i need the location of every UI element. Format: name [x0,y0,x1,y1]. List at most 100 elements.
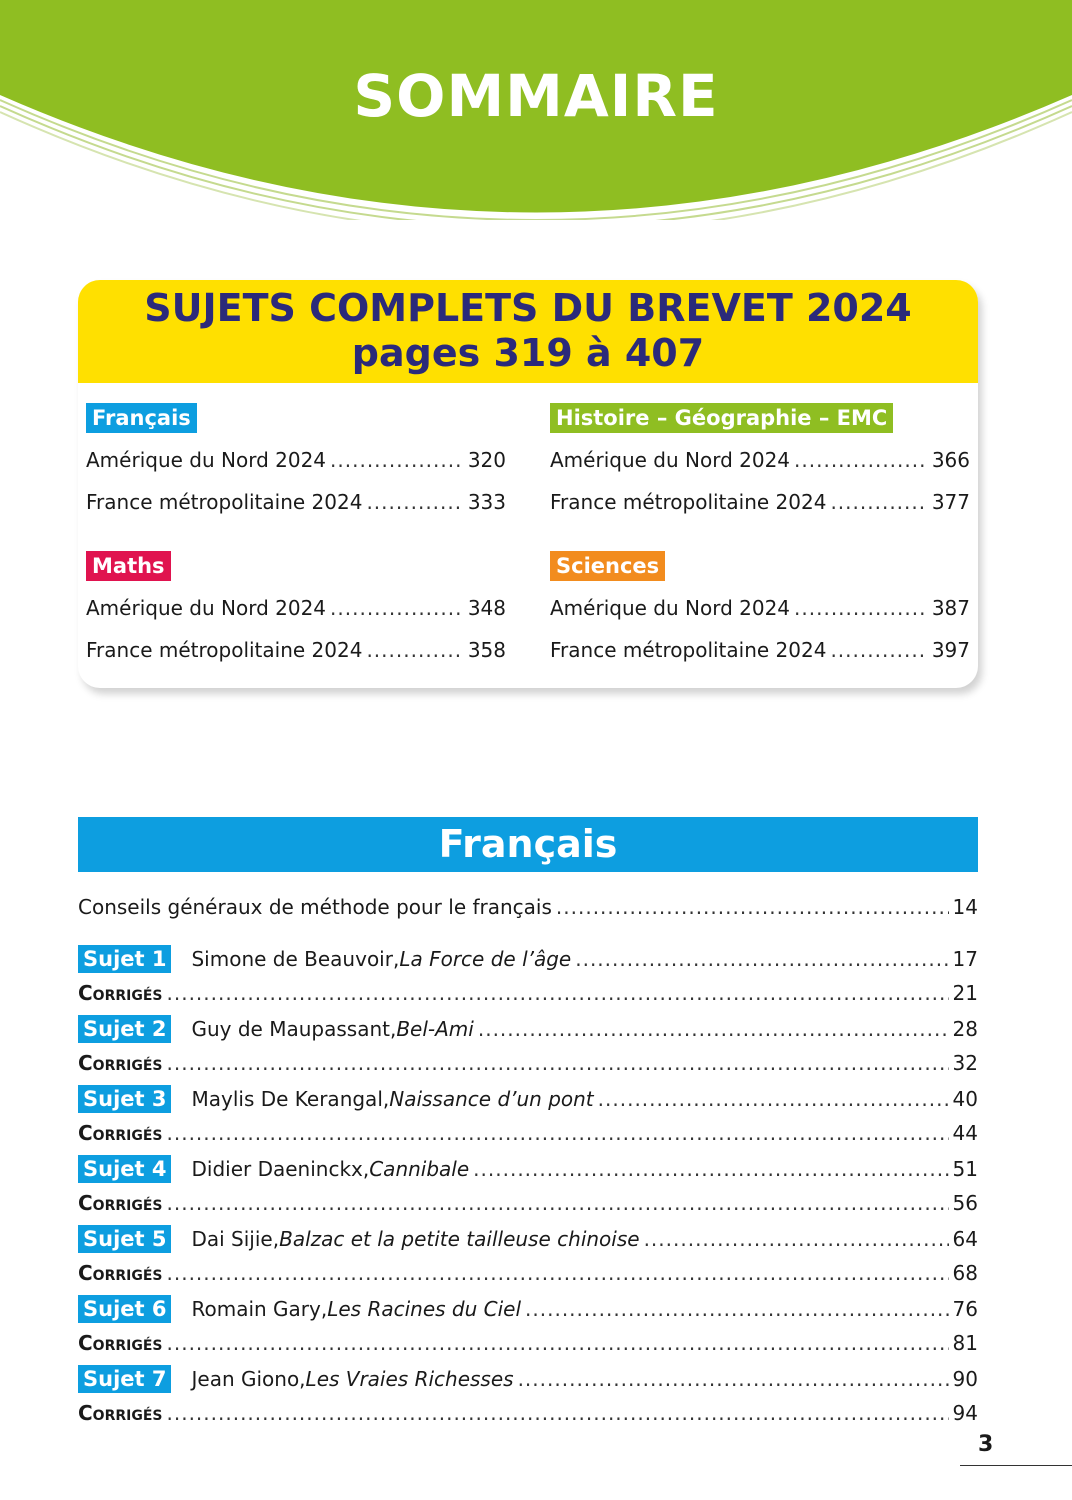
brevet-section: Histoire – Géographie – EMC Amérique du N… [550,403,970,523]
sujet-work: Les Racines du Ciel [327,1297,522,1321]
brevet-section: Français Amérique du Nord 2024 320 France m… [86,403,506,523]
toc-row[interactable]: France métropolitaine 2024 333 [86,481,506,523]
sujet-tag: Sujet 6 [78,1295,172,1323]
sujet-work: La Force de l’âge [399,947,572,971]
dot-leader [167,976,949,1010]
sujet-tag: Sujet 1 [78,945,172,973]
sujet-work: Bel-Ami [396,1017,474,1041]
toc-text: Amérique du Nord 2024 [550,448,791,472]
dot-leader [830,629,927,671]
toc-row-corriges[interactable]: Corrigés 44 [78,1116,978,1152]
toc-page: 32 [952,1051,978,1075]
corriges-label: Corrigés [78,1121,163,1145]
dot-leader [794,439,928,481]
sujet-entry: Sujet 1 Simone de Beauvoir, La Force de l… [78,942,978,1012]
toc-row[interactable]: Amérique du Nord 2024 387 [550,587,970,629]
dot-leader [598,1082,949,1116]
dot-leader [830,481,927,523]
toc-row[interactable]: Amérique du Nord 2024 366 [550,439,970,481]
toc-page: 366 [931,448,970,472]
toc-row-corriges[interactable]: Corrigés 56 [78,1186,978,1222]
toc-page: 397 [931,638,970,662]
sujet-entry: Sujet 3 Maylis De Kerangal, Naissance d’u… [78,1082,978,1152]
toc-row-corriges[interactable]: Corrigés 68 [78,1256,978,1292]
toc-row-sujet[interactable]: Sujet 7 Jean Giono, Les Vraies Richesses 9… [78,1362,978,1396]
toc-row-sujet[interactable]: Sujet 5 Dai Sijie, Balzac et la petite ta… [78,1222,978,1256]
dot-leader [167,1256,949,1290]
brevet-card: SUJETS COMPLETS DU BREVET 2024 pages 319… [78,280,978,688]
dot-leader [575,942,948,976]
toc-text: France métropolitaine 2024 [86,638,363,662]
sujet-work: Balzac et la petite tailleuse chinoise [279,1227,640,1251]
toc-page: 44 [952,1121,978,1145]
dot-leader [167,1186,949,1220]
dot-leader [167,1326,949,1360]
toc-row-sujet[interactable]: Sujet 3 Maylis De Kerangal, Naissance d’u… [78,1082,978,1116]
toc-text: Amérique du Nord 2024 [550,596,791,620]
subject-tag: Sciences [550,551,666,581]
dot-leader [644,1222,949,1256]
dot-leader [330,439,464,481]
toc-page: 40 [952,1087,978,1111]
toc-page: 94 [952,1401,978,1425]
corriges-label: Corrigés [78,1191,163,1215]
toc-row-corriges[interactable]: Corrigés 81 [78,1326,978,1362]
toc-row[interactable]: France métropolitaine 2024 397 [550,629,970,671]
subject-tag: Français [86,403,197,433]
toc-page: 14 [952,895,978,919]
sujet-work: Naissance d’un pont [389,1087,594,1111]
toc-row-corriges[interactable]: Corrigés 21 [78,976,978,1012]
brevet-pages: pages 319 à 407 [351,331,705,375]
toc-row-conseils[interactable]: Conseils généraux de méthode pour le fra… [78,890,978,924]
sujet-entry: Sujet 4 Didier Daeninckx, Cannibale 51 Cor… [78,1152,978,1222]
dot-leader [167,1046,949,1080]
toc-page: 90 [952,1367,978,1391]
toc-text: Amérique du Nord 2024 [86,596,327,620]
toc-row[interactable]: Amérique du Nord 2024 320 [86,439,506,481]
toc-page: 333 [467,490,506,514]
sujet-entry: Sujet 5 Dai Sijie, Balzac et la petite ta… [78,1222,978,1292]
toc-text: Amérique du Nord 2024 [86,448,327,472]
dot-leader [366,629,463,671]
dot-leader [478,1012,949,1046]
sujet-tag: Sujet 3 [78,1085,172,1113]
brevet-title: SUJETS COMPLETS DU BREVET 2024 [144,286,912,330]
sujet-entry: Sujet 2 Guy de Maupassant, Bel-Ami 28 Corr… [78,1012,978,1082]
toc-page: 76 [952,1297,978,1321]
toc-page: 21 [952,981,978,1005]
toc-page: 348 [467,596,506,620]
header-banner: SOMMAIRE [0,0,1072,235]
toc-row[interactable]: France métropolitaine 2024 358 [86,629,506,671]
sujet-work: Cannibale [369,1157,470,1181]
toc-row-sujet[interactable]: Sujet 4 Didier Daeninckx, Cannibale 51 [78,1152,978,1186]
dot-leader [556,890,949,924]
toc-row-corriges[interactable]: Corrigés 32 [78,1046,978,1082]
toc-row-sujet[interactable]: Sujet 2 Guy de Maupassant, Bel-Ami 28 [78,1012,978,1046]
sujet-author: Maylis De Kerangal, [191,1087,390,1111]
toc-page: 320 [467,448,506,472]
dot-leader [330,587,464,629]
toc-row-sujet[interactable]: Sujet 1 Simone de Beauvoir, La Force de l… [78,942,978,976]
corriges-label: Corrigés [78,1261,163,1285]
toc-row-sujet[interactable]: Sujet 6 Romain Gary, Les Racines du Ciel 7… [78,1292,978,1326]
sujet-entry: Sujet 6 Romain Gary, Les Racines du Ciel 7… [78,1292,978,1362]
toc-row[interactable]: France métropolitaine 2024 377 [550,481,970,523]
dot-leader [167,1116,949,1150]
francais-toc: Conseils généraux de méthode pour le fra… [78,890,978,1432]
toc-page: 387 [931,596,970,620]
page-title: SOMMAIRE [353,62,719,130]
toc-row[interactable]: Amérique du Nord 2024 348 [86,587,506,629]
toc-page: 51 [952,1157,978,1181]
sujet-author: Dai Sijie, [191,1227,280,1251]
toc-row-corriges[interactable]: Corrigés 94 [78,1396,978,1432]
brevet-section: Maths Amérique du Nord 2024 348 France métr… [86,551,506,671]
sujet-author: Guy de Maupassant, [191,1017,397,1041]
sujet-entry: Sujet 7 Jean Giono, Les Vraies Richesses 9… [78,1362,978,1432]
subject-tag: Maths [86,551,171,581]
sujet-tag: Sujet 2 [78,1015,172,1043]
section-banner-francais: Français [78,817,978,872]
dot-leader [473,1152,948,1186]
sujet-tag: Sujet 7 [78,1365,172,1393]
toc-page: 17 [952,947,978,971]
toc-text: France métropolitaine 2024 [550,490,827,514]
